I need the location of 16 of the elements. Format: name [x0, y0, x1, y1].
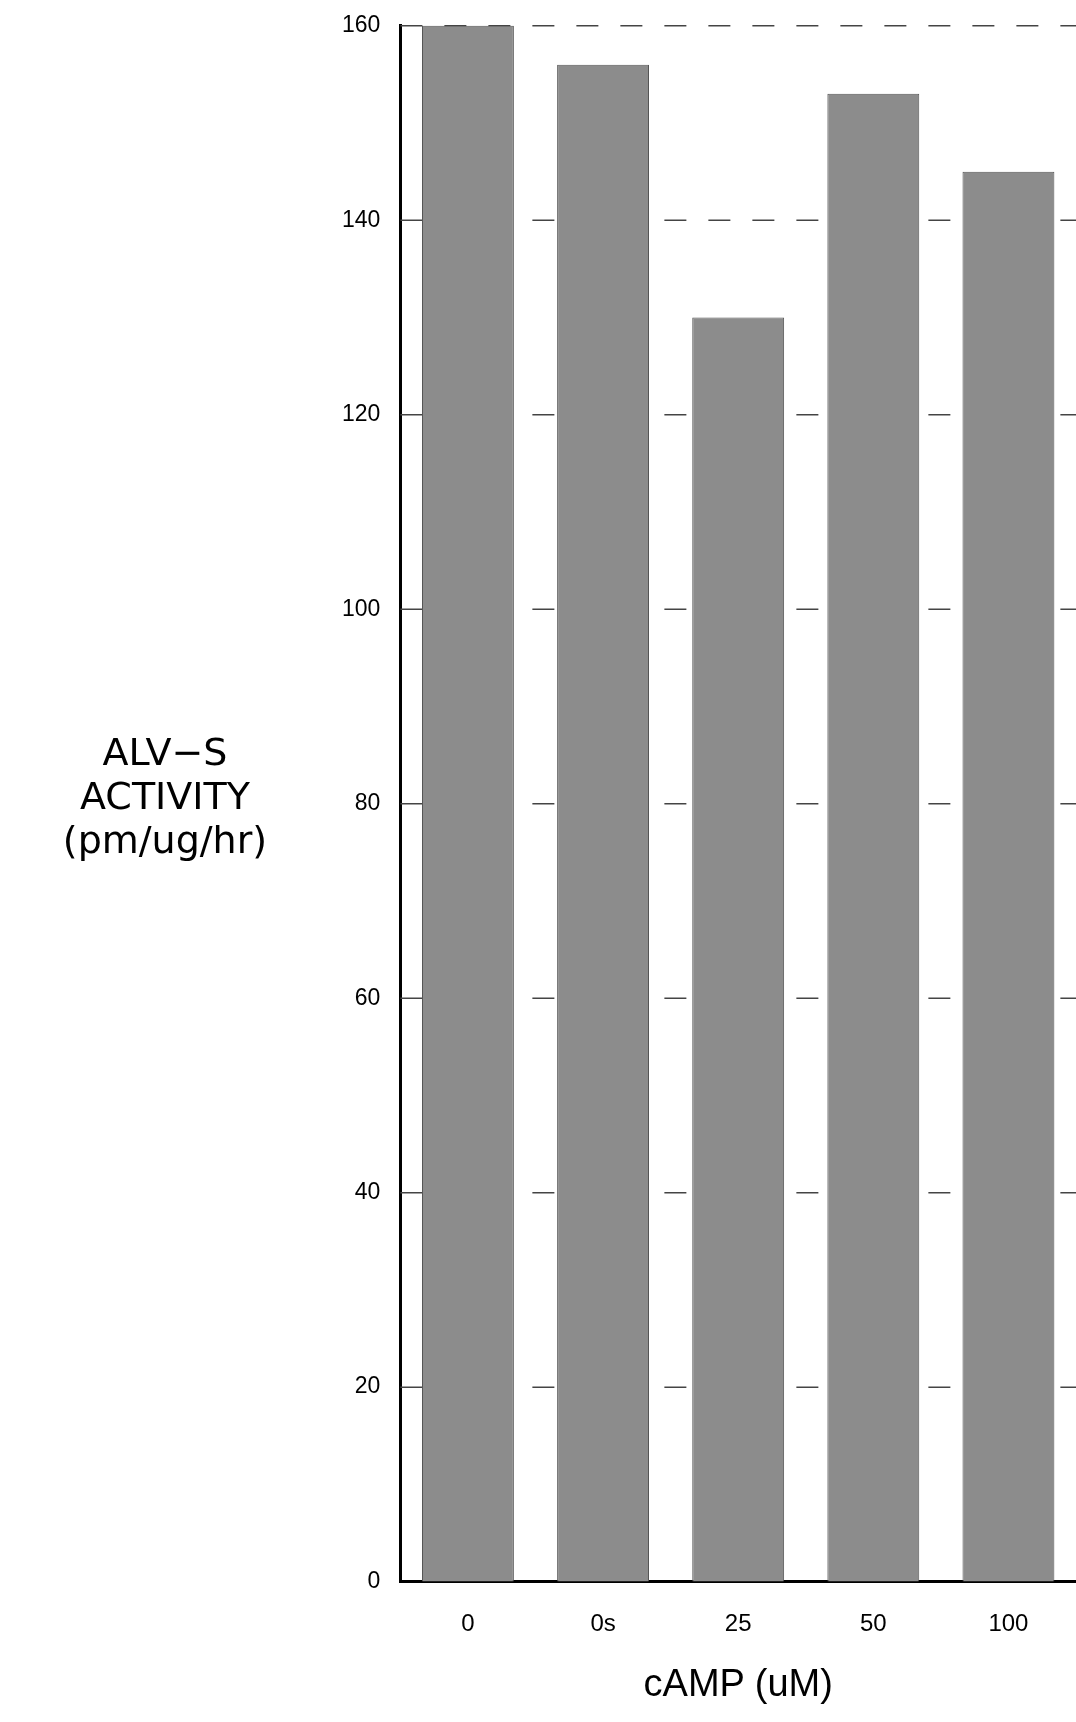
x-tick-label: 0: [461, 1608, 475, 1636]
x-tick-label: 0s: [590, 1608, 616, 1636]
y-tick-label: 20: [354, 1372, 381, 1399]
y-tick-label: 80: [354, 789, 381, 816]
x-tick-label: 50: [859, 1608, 887, 1636]
y-tick-label: 60: [354, 983, 381, 1010]
y-tick-label: 160: [342, 11, 381, 38]
x-tick-label: 25: [724, 1608, 752, 1636]
y-tick-label: 100: [342, 594, 381, 621]
y-tick-label: 0: [367, 1566, 381, 1593]
y-tick-label: 140: [342, 205, 381, 232]
x-axis-title: cAMP (uM): [643, 1661, 833, 1704]
x-tick-label: 100: [988, 1608, 1029, 1636]
y-tick-label: 40: [354, 1177, 381, 1204]
y-tick-label: 120: [342, 400, 381, 427]
y-axis-title: ALV−S ACTIVITY (pm/ug/hr): [61, 730, 269, 862]
